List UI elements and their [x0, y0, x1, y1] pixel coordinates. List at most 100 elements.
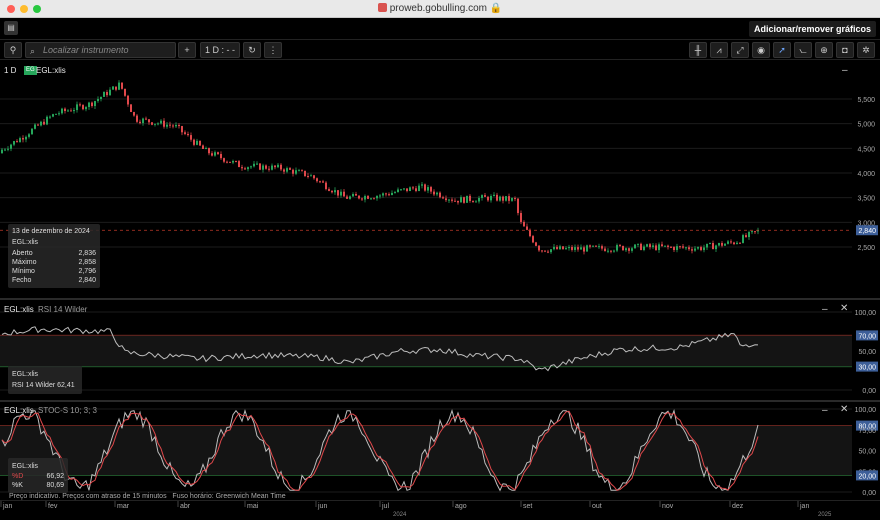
interval-selector[interactable]: 1 D : - -: [200, 42, 240, 58]
candle-body: [535, 242, 537, 246]
candle-body: [157, 123, 159, 125]
candle-body: [223, 158, 225, 162]
expand-icon[interactable]: ⤢: [731, 42, 749, 58]
candle-body: [364, 196, 366, 200]
candle-body: [211, 153, 213, 156]
cursor-icon[interactable]: ➚: [773, 42, 791, 58]
rsi-chart[interactable]: 100,00 70,00 50,00 30,00 0,00: [0, 300, 880, 400]
candle-body: [670, 246, 672, 248]
candle-body: [205, 148, 207, 150]
candle-body: [16, 141, 18, 143]
candle-body: [121, 82, 123, 89]
close-window-icon[interactable]: [7, 5, 15, 13]
candle-body: [454, 200, 456, 202]
candle-body: [379, 195, 381, 197]
candle-body: [607, 250, 609, 252]
candle-body: [565, 248, 567, 250]
chart-toolbar: ⚲ ⌕ Localizar instrumento + 1 D : - - ↻ ⋮…: [0, 40, 880, 60]
candle-body: [664, 245, 666, 247]
candle-body: [118, 82, 120, 90]
candle-body: [304, 170, 306, 177]
candle-body: [541, 250, 543, 252]
refresh-icon[interactable]: ↻: [243, 42, 261, 58]
close-panel-icon[interactable]: ✕: [840, 303, 849, 314]
close-panel-icon[interactable]: ✕: [840, 404, 849, 415]
gear-icon[interactable]: ✲: [857, 42, 875, 58]
candle-body: [280, 164, 282, 170]
candle-body: [370, 198, 372, 200]
month-label: fev: [48, 503, 58, 510]
layout-icon[interactable]: ▤: [4, 21, 18, 35]
stoch-tick-label: 0,00: [862, 490, 876, 497]
rsi-level-badge: [856, 361, 878, 372]
candle-body: [226, 161, 228, 163]
candle-body: [181, 126, 183, 133]
candle-body: [385, 193, 387, 195]
minimize-panel-icon[interactable]: –: [842, 65, 848, 76]
candle-body: [76, 104, 78, 111]
candle-body: [334, 190, 336, 193]
candle-body: [34, 124, 36, 129]
rsi-level-badge: [856, 330, 878, 341]
candle-body: [283, 169, 285, 172]
candle-body: [133, 112, 135, 116]
candle-body: [502, 196, 504, 201]
candle-body: [232, 160, 234, 163]
indicator-icon[interactable]: ⩘: [710, 42, 728, 58]
candle-body: [298, 170, 300, 172]
time-axis[interactable]: jan fev mar abr mai jun jul ago set out nov dez jan 2…: [0, 500, 880, 518]
candle-body: [451, 199, 453, 201]
candle-body: [70, 110, 72, 112]
rsi-tick-label: 0,00: [862, 388, 876, 395]
eye-icon[interactable]: ◉: [752, 42, 770, 58]
maximize-window-icon[interactable]: [33, 5, 41, 13]
candle-body: [568, 246, 570, 249]
stoch-tick-label: 100,00: [855, 407, 877, 414]
camera-icon[interactable]: ◘: [836, 42, 854, 58]
zoom-icon[interactable]: ⊕: [815, 42, 833, 58]
minimize-window-icon[interactable]: [20, 5, 28, 13]
add-instrument-button[interactable]: +: [178, 42, 196, 58]
candle-body: [478, 198, 480, 202]
candle-body: [241, 167, 243, 169]
panel-divider[interactable]: [0, 298, 880, 300]
drawing-icon[interactable]: ⦦: [794, 42, 812, 58]
candle-body: [178, 124, 180, 127]
candle-body: [733, 242, 735, 245]
stoch-band: [0, 425, 852, 476]
candle-body: [508, 196, 510, 201]
candle-body: [667, 245, 669, 247]
minimize-panel-icon[interactable]: –: [822, 405, 828, 416]
candle-body: [199, 140, 201, 146]
bar-chart-icon[interactable]: ╫: [689, 42, 707, 58]
app-header: ▤ Adicionar/remover gráficos: [0, 18, 880, 40]
link-icon[interactable]: ⚲: [4, 42, 22, 58]
candle-body: [691, 249, 693, 251]
candle-body: [433, 191, 435, 195]
price-panel[interactable]: 5,500 5,000 4,500 4,000 3,500 3,000 2,500 2,840…: [0, 61, 880, 298]
candle-body: [583, 247, 585, 252]
candle-body: [649, 244, 651, 248]
minimize-panel-icon[interactable]: –: [822, 304, 828, 315]
candle-body: [202, 145, 204, 149]
kebab-icon[interactable]: ⋮: [264, 42, 282, 58]
candle-body: [715, 245, 717, 250]
candle-body: [250, 166, 252, 168]
panel-divider[interactable]: [0, 400, 880, 402]
price-chart[interactable]: 5,500 5,000 4,500 4,000 3,500 3,000 2,500 2,840: [0, 61, 880, 298]
candle-body: [721, 243, 723, 246]
candle-body: [94, 101, 96, 107]
time-axis-labels: jan fev mar abr mai jun jul ago set out nov dez jan 2…: [0, 501, 832, 518]
candle-body: [634, 244, 636, 249]
candle-body: [238, 161, 240, 168]
candle-body: [697, 247, 699, 249]
candle-body: [40, 121, 42, 126]
instrument-search-input[interactable]: ⌕ Localizar instrumento: [25, 42, 176, 58]
candle-body: [739, 242, 741, 244]
month-label: nov: [662, 503, 674, 510]
address-bar[interactable]: proweb.gobulling.com 🔒: [0, 3, 880, 14]
rsi-panel[interactable]: 100,00 70,00 50,00 30,00 0,00 EGL:xlis RSI 1…: [0, 300, 880, 400]
add-remove-charts-button[interactable]: Adicionar/remover gráficos: [748, 21, 876, 37]
